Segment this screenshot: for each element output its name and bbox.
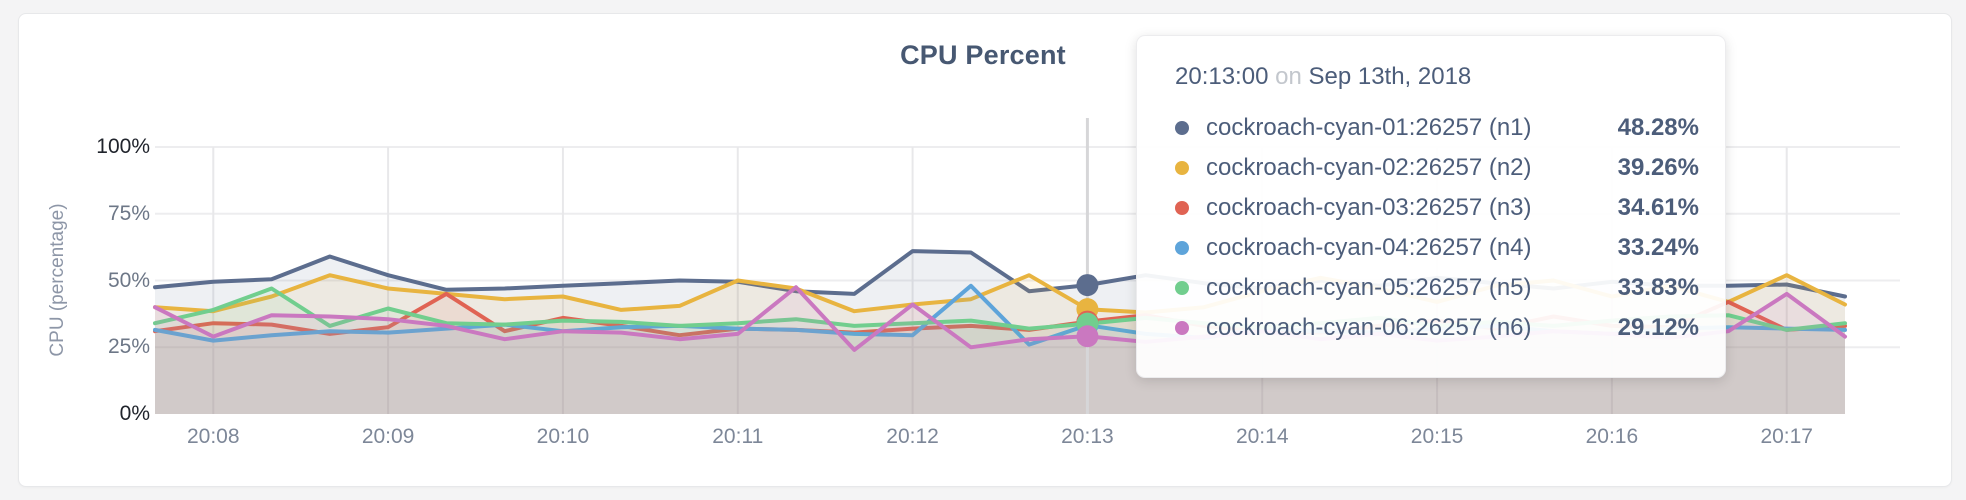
tooltip-date: Sep 13th, 2018 [1308, 63, 1472, 90]
series-name: cockroach-cyan-05:26257 (n5) [1206, 274, 1532, 301]
series-color-dot-icon [1175, 201, 1189, 215]
x-tick-label: 20:14 [1235, 425, 1289, 448]
series-color-dot-icon [1175, 321, 1189, 335]
x-tick-label: 20:11 [712, 425, 764, 448]
tooltip-on-text: on [1275, 63, 1302, 90]
series-value: 34.61% [1617, 194, 1699, 221]
series-value: 29.12% [1617, 314, 1699, 341]
x-tick-label: 20:15 [1410, 425, 1464, 448]
hover-tooltip: 20:13:00 on Sep 13th, 2018 cockroach-cya… [1136, 35, 1726, 378]
series-color-dot-icon [1175, 161, 1189, 175]
tooltip-time: 20:13:00 [1175, 63, 1269, 90]
chart-title: CPU Percent [900, 40, 1066, 70]
y-tick-label: 100% [96, 135, 150, 158]
y-tick-label: 0% [119, 402, 150, 425]
series-value: 33.83% [1617, 274, 1699, 301]
tooltip-series-row: cockroach-cyan-01:26257 (n1) 48.28% [1175, 108, 1699, 148]
series-color-dot-icon [1175, 281, 1189, 295]
series-name: cockroach-cyan-06:26257 (n6) [1206, 314, 1532, 341]
tooltip-series-row: cockroach-cyan-05:26257 (n5) 33.83% [1175, 268, 1699, 308]
hover-point-dot [1076, 274, 1099, 297]
tooltip-series-list: cockroach-cyan-01:26257 (n1) 48.28% cockro… [1175, 108, 1699, 348]
series-name: cockroach-cyan-02:26257 (n2) [1206, 154, 1532, 181]
x-tick-label: 20:09 [361, 425, 415, 448]
x-tick-label: 20:16 [1585, 425, 1639, 448]
series-area [155, 288, 1845, 414]
series-name: cockroach-cyan-04:26257 (n4) [1206, 234, 1532, 261]
x-tick-label: 20:13 [1061, 425, 1114, 448]
x-tick-label: 20:08 [186, 425, 240, 448]
series-color-dot-icon [1175, 241, 1189, 255]
x-tick-label: 20:12 [886, 425, 939, 448]
series-name: cockroach-cyan-03:26257 (n3) [1206, 194, 1532, 221]
tooltip-series-row: cockroach-cyan-02:26257 (n2) 39.26% [1175, 148, 1699, 188]
x-tick-label: 20:10 [536, 425, 590, 448]
tooltip-series-row: cockroach-cyan-06:26257 (n6) 29.12% [1175, 308, 1699, 348]
y-tick-label: 25% [107, 335, 150, 359]
series-value: 33.24% [1617, 234, 1699, 261]
y-tick-label: 50% [107, 268, 150, 292]
series-value: 48.28% [1617, 114, 1699, 141]
hover-point-dot [1076, 325, 1099, 348]
x-tick-label: 20:17 [1760, 425, 1813, 448]
tooltip-series-row: cockroach-cyan-04:26257 (n4) 33.24% [1175, 228, 1699, 268]
series-area [155, 285, 1845, 414]
series-value: 39.26% [1617, 154, 1699, 181]
series-area [155, 287, 1845, 414]
series-color-dot-icon [1175, 121, 1189, 135]
series-name: cockroach-cyan-01:26257 (n1) [1206, 114, 1532, 141]
tooltip-timestamp: 20:13:00 on Sep 13th, 2018 [1175, 60, 1699, 94]
tooltip-series-row: cockroach-cyan-03:26257 (n3) 34.61% [1175, 188, 1699, 228]
y-tick-label: 75% [107, 201, 150, 225]
